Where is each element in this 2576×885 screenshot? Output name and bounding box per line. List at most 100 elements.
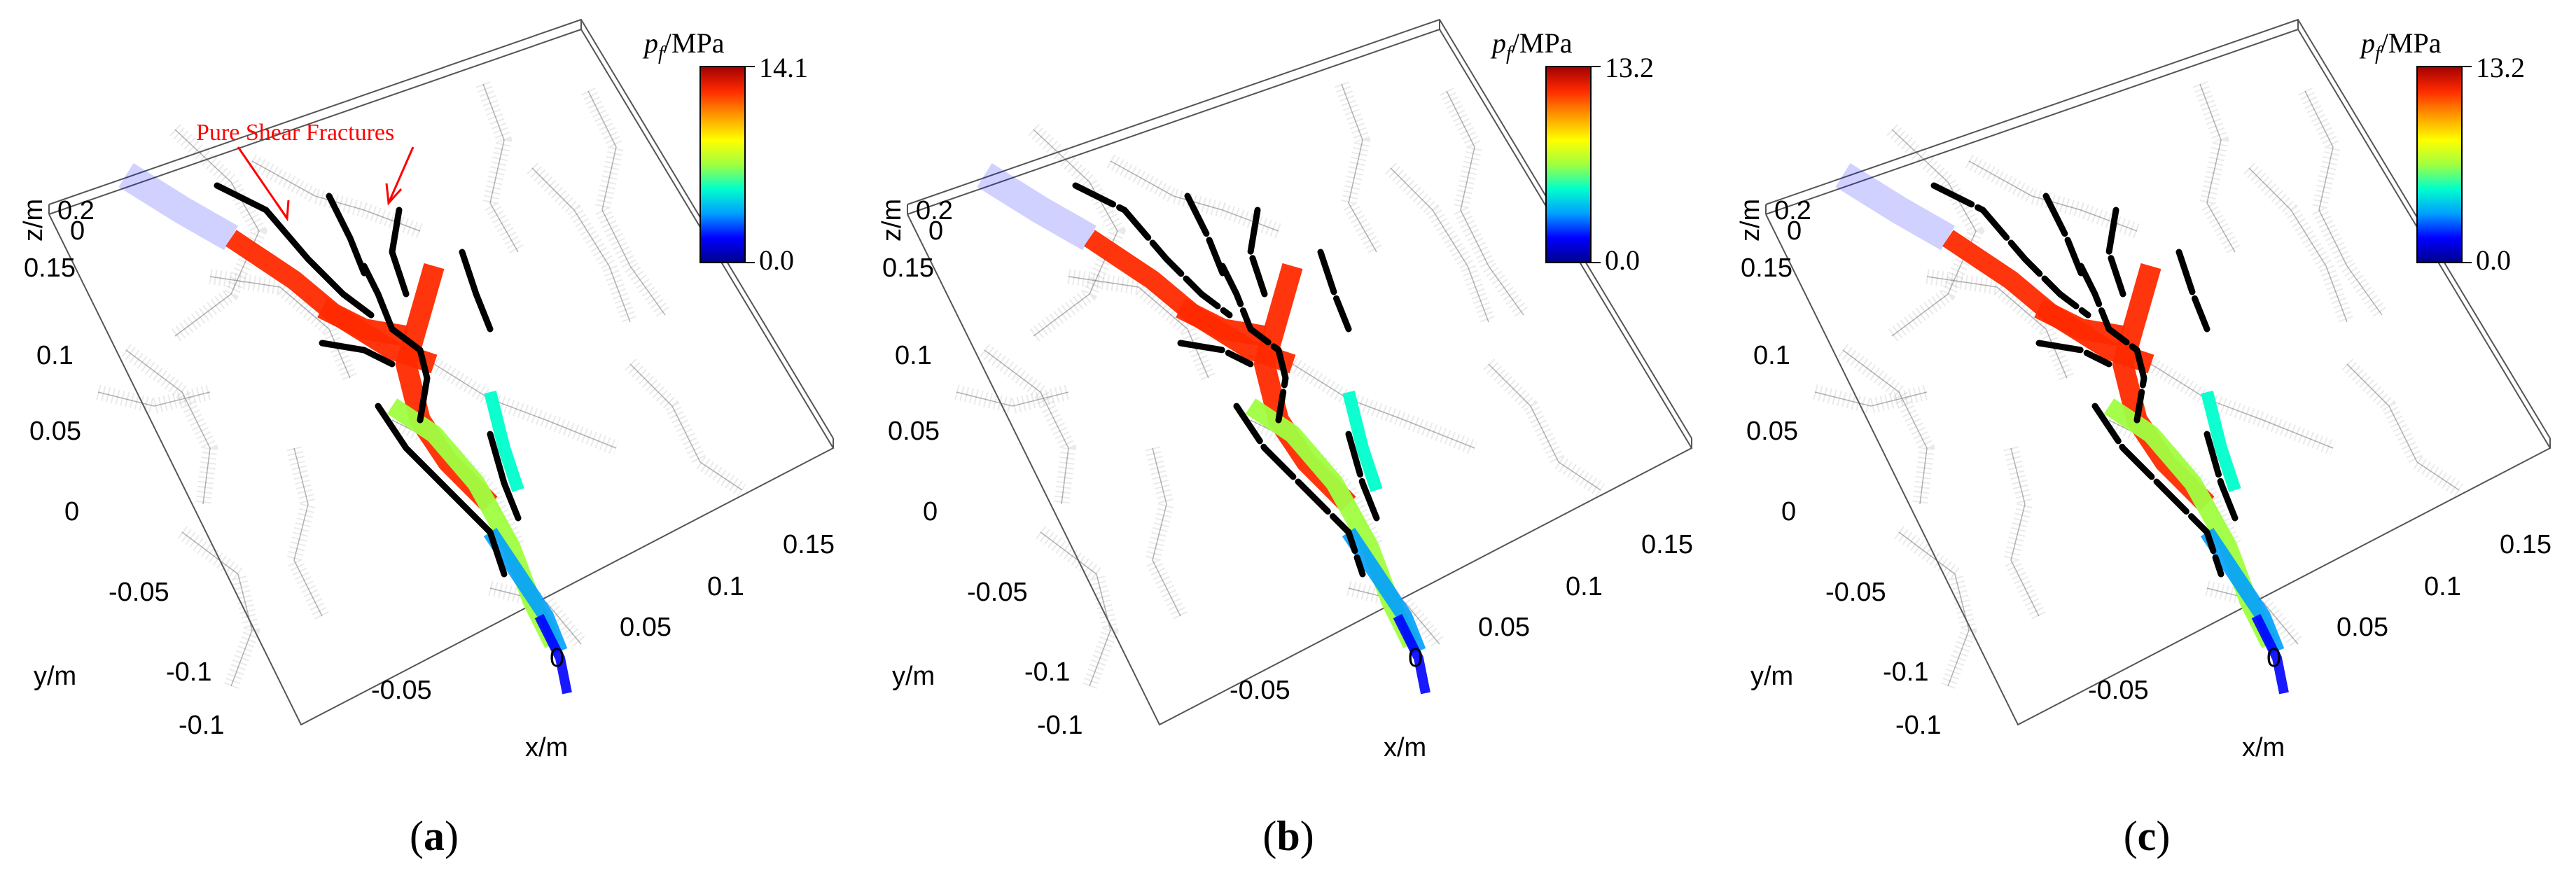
x-tick: 0 (550, 643, 564, 673)
y-tick: 0.1 (36, 341, 74, 370)
inactive-fracture (1385, 162, 1496, 325)
x-tick: 0.15 (2500, 530, 2551, 559)
fracture-trace (487, 431, 522, 522)
inactive-fracture (2341, 358, 2464, 497)
active-fracture (1245, 398, 1420, 648)
inactive-fracture (1346, 580, 1446, 650)
active-fracture (484, 390, 524, 492)
inactive-fracture (2192, 81, 2242, 256)
panel-label-a: (a) (410, 813, 459, 859)
y-tick: 0.15 (1741, 253, 1792, 283)
active-fracture (1342, 390, 1383, 492)
x-tick: 0.05 (2337, 613, 2388, 642)
fracture-trace (1184, 193, 1226, 277)
inactive-fracture (177, 526, 260, 689)
y-axis-label: y/m (34, 662, 76, 691)
fracture-trace (2035, 340, 2112, 368)
fracture-plot-a: Pure Shear Fractures pf/MPa 14.1 0.0 z/m… (19, 18, 835, 762)
active-fractures (977, 163, 1430, 695)
fracture-trace (2091, 403, 2225, 578)
colorbar-min: 0.0 (1605, 244, 1640, 276)
inactive-fracture (2147, 357, 2337, 456)
y-tick: 0.1 (1753, 341, 1790, 370)
inactive-fracture (527, 162, 638, 325)
active-fractures (1835, 163, 2289, 695)
domain-box (1765, 18, 2551, 726)
fracture-trace (1247, 207, 1268, 298)
x-tick: 0 (2267, 643, 2281, 673)
x-tick: -0.1 (1037, 711, 1082, 740)
z-axis-label: z/m (877, 199, 907, 242)
inactive-fracture (2298, 88, 2388, 320)
x-tick: 0 (1408, 643, 1423, 673)
annotation-text: Pure Shear Fractures (196, 120, 394, 146)
fracture-trace (1219, 263, 1289, 424)
x-tick: 0.15 (783, 530, 835, 559)
fracture-trace (1317, 249, 1352, 333)
axis-y: 0.15 0.1 0.05 0 -0.05 -0.1 y/m (1741, 253, 1928, 691)
x-tick: 0.1 (1566, 572, 1603, 601)
axis-y: 0.15 0.1 0.05 0 -0.05 -0.1 y/m (24, 253, 211, 691)
x-tick: -0.05 (371, 676, 432, 705)
inactive-fracture (1813, 384, 1929, 414)
active-fracture (317, 298, 408, 347)
x-tick: 0.15 (1641, 530, 1693, 559)
axis-z: z/m 0.2 0 (877, 196, 953, 246)
axis-z: z/m 0.2 0 (1736, 196, 1811, 246)
y-tick: -0.05 (1825, 578, 1886, 607)
axis-x: -0.1 -0.05 0 0.05 0.1 0.15 x/m (179, 530, 835, 762)
x-axis-label: x/m (1384, 733, 1426, 762)
z-axis-label: z/m (19, 199, 48, 242)
x-tick: 0.1 (2424, 572, 2461, 601)
fracture-trace (1072, 182, 1233, 319)
inactive-fracture (1926, 269, 2075, 382)
inactive-fracture (2243, 162, 2355, 325)
inactive-fracture (1334, 81, 1384, 256)
panel-label-c: (c) (2123, 813, 2171, 859)
inactive-fracture (475, 81, 525, 256)
x-axis-label: x/m (525, 733, 568, 762)
colorbar-title: pf/MPa (642, 27, 725, 64)
fracture-trace (1345, 431, 1380, 522)
colorbar-max: 14.1 (759, 52, 808, 83)
x-axis-label: x/m (2242, 733, 2285, 762)
inactive-fracture (1483, 358, 1606, 497)
panel-c: pf/MPa 13.2 0.0 z/m 0.2 0 0.15 0.1 0.05 … (1717, 0, 2575, 885)
inactive-fracture (209, 269, 358, 382)
inactive-fracture (1144, 446, 1188, 620)
active-fracture (977, 163, 1096, 251)
fracture-trace (1177, 340, 1254, 368)
y-tick: 0.15 (882, 253, 934, 283)
inactive-fractures (96, 81, 747, 689)
fracture-trace (2077, 263, 2147, 424)
panel-b: pf/MPa 13.2 0.0 z/m 0.2 0 0.15 0.1 0.05 … (858, 0, 1717, 885)
x-tick: 0.1 (707, 572, 744, 601)
axis-y: 0.15 0.1 0.05 0 -0.05 -0.1 y/m (882, 253, 1070, 691)
inactive-fracture (1106, 154, 1281, 239)
active-fracture (118, 163, 238, 251)
fracture-trace (2105, 207, 2126, 298)
red-arrow-icon (237, 146, 415, 222)
inactive-fracture (1838, 344, 1935, 506)
y-axis-label: y/m (892, 662, 935, 691)
active-fracture (2034, 298, 2125, 347)
colorbar-max: 13.2 (1605, 52, 1654, 83)
colorbar: pf/MPa 13.2 0.0 (2359, 27, 2525, 276)
active-fracture (1393, 613, 1430, 695)
inactive-fracture (286, 446, 329, 620)
colorbar-title: pf/MPa (2359, 27, 2442, 64)
active-fracture (2251, 613, 2289, 695)
axis-z: z/m 0.2 0 (19, 196, 95, 246)
colorbar-min: 0.0 (2476, 244, 2511, 276)
inactive-fracture (2003, 446, 2046, 620)
fracture-plot-c: pf/MPa 13.2 0.0 z/m 0.2 0 0.15 0.1 0.05 … (1736, 18, 2551, 762)
colorbar-max: 13.2 (2476, 52, 2525, 83)
y-tick: 0 (64, 497, 79, 527)
inactive-fractures (954, 81, 1606, 689)
y-tick: 0.15 (24, 253, 76, 283)
y-tick: -0.1 (1883, 657, 1928, 687)
active-fractures (118, 163, 572, 695)
active-fracture (387, 398, 562, 648)
inactive-fracture (1894, 526, 1977, 689)
z-axis-label: z/m (1736, 199, 1765, 242)
